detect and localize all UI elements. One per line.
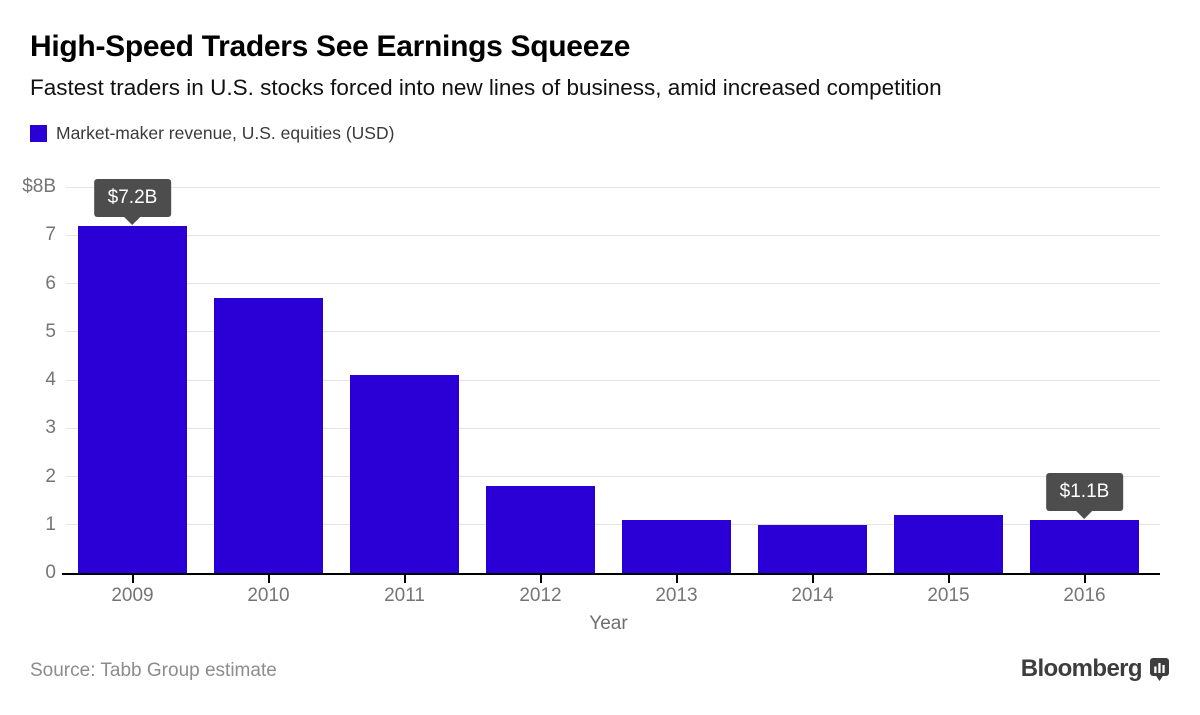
y-axis-label: 1 <box>45 513 56 535</box>
x-axis-baseline <box>62 573 1160 575</box>
y-axis-label: $8B <box>22 176 56 197</box>
x-axis-label: 2011 <box>384 585 425 606</box>
bloomberg-logo: Bloomberg <box>1021 655 1170 683</box>
bloomberg-wordmark: Bloomberg <box>1020 655 1143 682</box>
gridline <box>66 283 1160 284</box>
x-axis-tick <box>947 575 950 583</box>
y-axis-label: 6 <box>45 272 56 294</box>
bar-2013[interactable] <box>622 519 731 573</box>
gridline <box>66 427 1160 429</box>
gridline <box>66 186 1160 188</box>
x-axis-tick <box>811 575 814 583</box>
callout-value: $7.2B <box>93 178 172 217</box>
gridline <box>66 379 1160 381</box>
legend-label: Market-maker revenue, U.S. equities (USD… <box>56 123 395 143</box>
bar-2015[interactable] <box>894 515 1003 573</box>
x-axis-title: Year <box>589 613 628 634</box>
bar-2009[interactable] <box>78 225 187 573</box>
x-axis-label: 2014 <box>791 585 834 606</box>
gridline <box>66 234 1160 236</box>
y-axis-label: 7 <box>45 224 56 246</box>
gridline <box>66 331 1160 333</box>
y-axis-label: 3 <box>45 417 56 439</box>
x-axis-tick <box>131 575 134 583</box>
y-axis-label: 4 <box>45 369 56 390</box>
x-axis-label: 2015 <box>927 585 970 606</box>
bar-2016[interactable] <box>1030 519 1139 573</box>
x-axis-tick <box>403 575 406 583</box>
bar-2010[interactable] <box>214 297 323 573</box>
gridline <box>66 524 1160 526</box>
x-axis-label: 2016 <box>1063 585 1106 606</box>
chart-legend: Market-maker revenue, U.S. equities (USD… <box>30 123 394 144</box>
value-callout: $7.2B <box>93 178 172 225</box>
bloomberg-mark-icon <box>1150 657 1169 681</box>
page-title: High-Speed Traders See Earnings Squeeze <box>30 30 631 63</box>
value-callout: $1.1B <box>1045 472 1124 519</box>
callout-arrow-icon <box>1076 510 1093 519</box>
callout-arrow-icon <box>124 216 141 225</box>
y-axis-label: 2 <box>45 465 56 487</box>
source-note: Source: Tabb Group estimate <box>30 660 277 681</box>
bar-2014[interactable] <box>758 524 867 573</box>
legend-swatch <box>30 125 47 142</box>
bar-2012[interactable] <box>486 486 595 573</box>
bar-2011[interactable] <box>350 375 459 573</box>
page-subtitle: Fastest traders in U.S. stocks forced in… <box>30 75 942 100</box>
x-axis-label: 2010 <box>247 585 290 606</box>
x-axis-tick <box>539 575 542 583</box>
gridline <box>66 476 1160 477</box>
x-axis-label: 2012 <box>519 585 562 606</box>
x-axis-label: 2009 <box>111 585 154 606</box>
callout-value: $1.1B <box>1045 472 1124 511</box>
y-axis-label: 0 <box>45 562 56 583</box>
x-axis-label: 2013 <box>655 585 698 606</box>
x-axis-tick <box>675 575 678 583</box>
x-axis-tick <box>267 575 270 583</box>
y-axis-label: 5 <box>45 320 56 342</box>
x-axis-tick <box>1083 575 1086 583</box>
